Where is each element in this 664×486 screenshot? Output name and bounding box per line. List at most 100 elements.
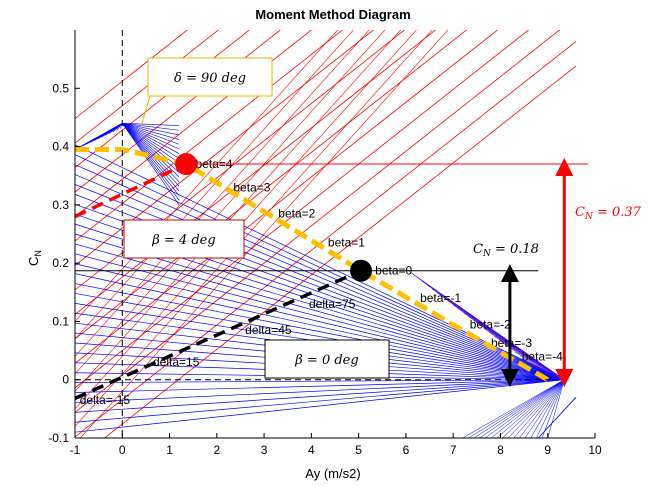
delta-line	[75, 30, 386, 375]
beta-line	[479, 379, 565, 438]
x-tick-label: 8	[497, 443, 504, 457]
delta-line	[79, 30, 449, 438]
x-tick-label: 9	[544, 443, 551, 457]
beta-line	[75, 164, 565, 381]
x-tick-label: 1	[166, 443, 173, 457]
beta-line	[530, 379, 565, 438]
beta-line	[75, 253, 565, 381]
beta-line	[485, 379, 565, 438]
beta-line	[116, 123, 123, 131]
delta-curve-label: delta=45	[245, 323, 292, 337]
x-axis-label: Ay (m/s2)	[305, 466, 360, 481]
chart-title: Moment Method Diagram	[255, 7, 410, 22]
x-tick-label: -1	[70, 443, 81, 457]
beta-line	[75, 379, 565, 393]
delta-line	[75, 30, 468, 340]
beta-line	[75, 283, 565, 381]
beta-line	[541, 379, 565, 438]
y-tick-label: -0.1	[48, 431, 69, 445]
beta-line	[473, 379, 565, 438]
y-tick-label: 0.1	[52, 314, 69, 328]
beta-line	[75, 379, 565, 383]
beta-line	[122, 123, 180, 187]
x-tick-label: 4	[308, 443, 315, 457]
y-tick-label: 0.2	[52, 256, 69, 270]
beta-curve-label: beta=-2	[470, 317, 511, 331]
delta-line	[75, 30, 530, 389]
beta-line	[547, 379, 565, 438]
beta-curve-label: beta=2	[278, 207, 315, 221]
overlay-layer: beta=4beta=3beta=2beta=1beta=0beta=-1bet…	[74, 30, 642, 438]
beta-line	[75, 293, 565, 381]
x-tick-label: 10	[588, 443, 602, 457]
beta4-point	[175, 153, 198, 176]
x-tick-label: 2	[213, 443, 220, 457]
delta-line	[75, 30, 433, 427]
beta-line	[75, 379, 565, 413]
beta-line	[502, 379, 565, 438]
beta-line	[75, 144, 565, 381]
y-tick-label: 0.3	[52, 198, 69, 212]
y-tick-label: 0	[62, 373, 69, 387]
beta-line	[122, 122, 180, 131]
y-axis-label: CN	[26, 250, 43, 266]
delta-90-text: δ = 90 deg	[174, 71, 246, 86]
delta-curve-label: delta=75	[309, 297, 356, 311]
beta-line	[122, 122, 180, 126]
delta-line	[75, 30, 561, 413]
x-tick-label: 7	[450, 443, 457, 457]
beta-line	[122, 123, 180, 192]
delta-line	[75, 30, 188, 119]
beta-line	[468, 379, 565, 438]
beta-line	[122, 123, 180, 206]
beta-curve-label: beta=-1	[420, 291, 461, 305]
delta-line	[75, 30, 344, 242]
beta4-text: β = 4 deg	[151, 233, 215, 248]
beta-line	[75, 273, 565, 381]
cn-black-label: CN = 0.18	[473, 242, 539, 259]
x-tick-label: 0	[119, 443, 126, 457]
beta-line	[75, 379, 565, 433]
beta0-dashed-line	[74, 269, 362, 400]
delta-line	[75, 30, 375, 266]
beta-line	[122, 123, 180, 196]
beta-line	[524, 379, 565, 438]
beta-line	[122, 123, 180, 178]
y-tick-label: 0.5	[52, 81, 69, 95]
delta-90-leader	[139, 95, 151, 131]
beta-line	[537, 396, 577, 438]
delta-line	[75, 30, 402, 392]
beta4-dashed-line	[74, 162, 187, 219]
delta-line	[75, 30, 250, 168]
beta-line	[122, 123, 180, 201]
beta-curve-label: beta=-3	[491, 336, 532, 350]
beta-line	[496, 379, 565, 438]
svg-text:CN: CN	[26, 250, 43, 266]
delta-line	[75, 30, 370, 357]
beta-line	[122, 123, 180, 168]
x-tick-label: 3	[261, 443, 268, 457]
beta-line	[75, 243, 565, 381]
delta-curve-label: delta=15	[153, 355, 200, 369]
delta-curve-label: delta=-15	[80, 393, 131, 407]
beta-line	[122, 123, 180, 159]
x-tick-label: 6	[403, 443, 410, 457]
x-tick-label: 5	[355, 443, 362, 457]
beta-line	[75, 379, 565, 403]
beta-line	[75, 263, 565, 381]
beta-line	[122, 123, 180, 164]
beta-line	[122, 122, 180, 136]
beta-line	[122, 122, 180, 150]
delta-line	[75, 30, 281, 193]
beta-line	[536, 379, 565, 438]
beta-line	[462, 379, 565, 438]
delta-line	[103, 65, 577, 438]
delta-line	[75, 30, 313, 217]
beta-line	[122, 123, 180, 173]
beta-line	[490, 379, 565, 438]
beta-line	[75, 184, 565, 381]
beta0-point	[350, 259, 372, 282]
beta-line	[75, 379, 565, 423]
y-tick-label: 0.4	[52, 140, 69, 154]
